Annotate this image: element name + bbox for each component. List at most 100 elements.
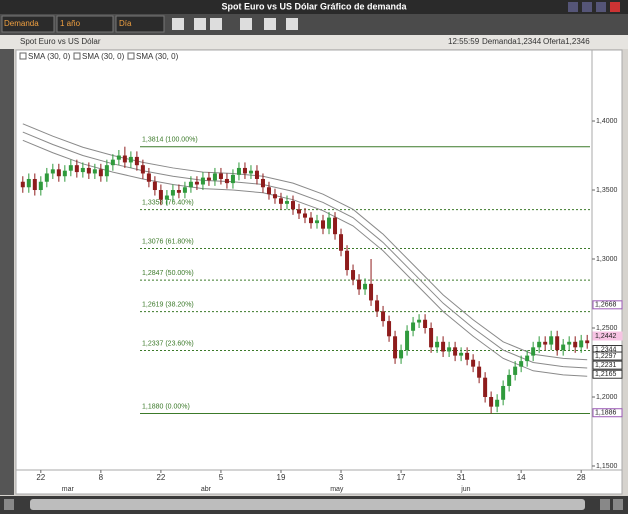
candle-body (278, 198, 283, 204)
candle-body (62, 170, 67, 177)
price-type-dropdown[interactable] (1, 15, 55, 33)
candle-body (164, 195, 169, 200)
range-dropdown[interactable] (56, 15, 114, 33)
price-label: 1,2344 (595, 346, 617, 353)
candle-body (236, 167, 241, 175)
price-label-box (592, 360, 623, 370)
candle-body (309, 217, 314, 224)
time-axis (15, 469, 623, 495)
candle-body (248, 170, 253, 174)
fib-label: 1,2847 (50.00%) (142, 270, 194, 277)
candle-body (375, 300, 380, 312)
y-tick-label: 1,3500 (596, 187, 618, 194)
x-tick-label: 22 (156, 473, 165, 482)
candle-body (158, 190, 163, 200)
print-tool[interactable] (240, 18, 252, 30)
candle-body (86, 167, 91, 174)
y-tick-label: 1,2000 (596, 394, 618, 401)
candle-body (134, 156, 139, 166)
candle-body (170, 190, 175, 196)
candle-body (339, 234, 344, 251)
indicator-tool[interactable] (264, 18, 276, 30)
legend: SMA (30, 0) SMA (30, 0) SMA (30, 0) (19, 52, 179, 61)
candle-body (194, 181, 199, 185)
candle-body (116, 155, 121, 160)
interval-dropdown[interactable] (115, 15, 165, 33)
candle-body (20, 181, 25, 188)
price-label-box (592, 351, 623, 361)
candle-body (146, 173, 151, 182)
fib-label: 1,3076 (61.80%) (142, 238, 194, 245)
price-label-box (592, 331, 623, 341)
candle-body (56, 169, 61, 177)
price-type: Demanda (4, 19, 39, 28)
zoom-in[interactable] (613, 499, 623, 510)
candle-body (435, 341, 440, 348)
candle-body (74, 165, 79, 173)
candle-body (471, 359, 476, 367)
zoom-out[interactable] (600, 499, 610, 510)
candle-body (483, 377, 488, 398)
candle-body (200, 177, 205, 185)
legend-box (19, 52, 27, 60)
candle-body (399, 350, 404, 359)
candle-body (321, 220, 326, 229)
price-axis (591, 49, 623, 471)
legend-box (127, 52, 135, 60)
candle-body (140, 165, 145, 174)
legend-label: SMA (30, 0) (28, 52, 71, 61)
sma-line (22, 131, 588, 369)
fork-tool[interactable] (210, 18, 222, 30)
interval: Día (119, 19, 132, 28)
legend-box (73, 52, 81, 60)
chart-title: Spot Euro vs US Dólar (20, 37, 101, 46)
candle-body (128, 156, 133, 163)
candle-body (387, 321, 392, 337)
range: 1 año (60, 19, 81, 28)
price-label: 1,2165 (595, 371, 617, 378)
candle-body (38, 181, 43, 191)
restore-button[interactable] (582, 2, 592, 12)
candle-body (32, 178, 37, 191)
candle-body (573, 341, 578, 348)
candle-body (152, 181, 157, 191)
title-bar (0, 0, 628, 14)
candle-body (501, 385, 506, 400)
price-label-box (592, 369, 623, 379)
candle-body (206, 177, 211, 181)
candle-body (176, 190, 181, 193)
x-tick-label: 8 (99, 473, 104, 482)
candle-body (393, 336, 398, 359)
candle-body (405, 330, 410, 351)
x-tick-label: 14 (517, 473, 526, 482)
help-button[interactable] (596, 2, 606, 12)
candle-body (495, 399, 500, 407)
scroll-thumb[interactable] (30, 499, 585, 510)
x-tick-label: 19 (277, 473, 286, 482)
candle-body (80, 167, 85, 173)
candle-body (110, 159, 115, 166)
scroll-left[interactable] (4, 499, 14, 510)
candle-body (188, 181, 193, 188)
bid: Demanda1,2344 (482, 37, 542, 46)
price-label: 1,2297 (595, 353, 617, 360)
close-button[interactable] (610, 2, 620, 12)
x-tick-label: 5 (219, 473, 224, 482)
x-tick-label: 22 (36, 473, 45, 482)
candle-body (351, 270, 356, 280)
candle-body (531, 347, 536, 356)
candle-body (345, 250, 350, 271)
candle-body (333, 217, 338, 235)
candle-body (507, 374, 512, 386)
legend-label: SMA (30, 0) (82, 52, 125, 61)
minimize-button[interactable] (568, 2, 578, 12)
draw-line-tool[interactable] (172, 18, 184, 30)
table-tool[interactable] (286, 18, 298, 30)
chart-header (0, 35, 628, 49)
window-title: Spot Euro vs US Dólar Gráfico de demanda (221, 1, 407, 11)
pin-tool[interactable] (194, 18, 206, 30)
x-tick-label: 28 (577, 473, 586, 482)
candle-body (327, 217, 332, 229)
x-tick-label: 31 (457, 473, 466, 482)
price-label: 1,2668 (595, 302, 617, 309)
